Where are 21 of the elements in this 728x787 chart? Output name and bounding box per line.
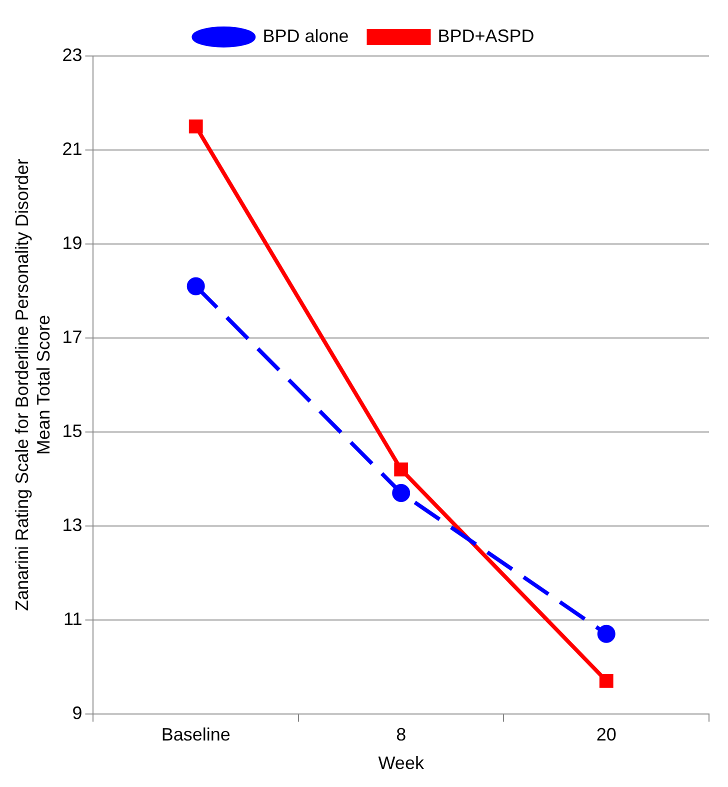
- point: [394, 462, 408, 476]
- y-tick-label: 23: [62, 44, 82, 65]
- y-tick-label: 13: [62, 514, 82, 535]
- point: [599, 674, 614, 688]
- y-tick-label: 15: [62, 420, 82, 441]
- y-tick-label: 17: [62, 326, 82, 347]
- legend-label: BPD alone: [262, 26, 349, 46]
- y-tick-label: 19: [62, 232, 82, 253]
- x-tick-label: 8: [396, 724, 406, 745]
- point: [188, 120, 203, 134]
- x-tick-label: 20: [596, 724, 616, 745]
- y-tick-label: 21: [62, 138, 82, 159]
- point: [597, 624, 616, 643]
- y-tick-label: 9: [72, 702, 82, 723]
- x-tick-label: Baseline: [161, 724, 230, 745]
- y-axis-title: Zanarini Rating Scale for Borderline Personality Disorder Mean Total Score: [12, 158, 54, 612]
- x-axis-title: Week: [378, 753, 425, 774]
- point: [392, 484, 410, 502]
- point: [186, 277, 205, 296]
- y-tick-label: 11: [64, 608, 82, 629]
- legend-label: BPD+ASPD: [438, 26, 534, 46]
